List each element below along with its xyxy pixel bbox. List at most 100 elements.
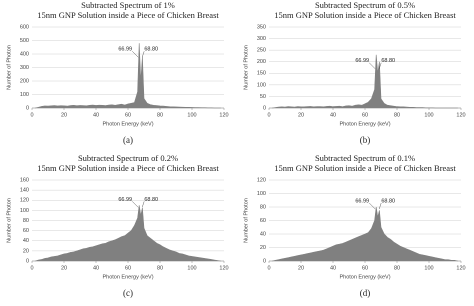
y-tick-label: 100: [257, 82, 266, 88]
annotation-line: [369, 62, 376, 69]
annotation: 68.80: [144, 47, 158, 53]
x-tick-label: 40: [93, 112, 99, 118]
x-tick-label: 120: [456, 112, 465, 118]
annotation: 68.80: [381, 198, 395, 204]
chart-subtitle: 15nm GNP Solution inside a Piece of Chic…: [37, 163, 219, 173]
chart-title: Subtracted Spectrum of 1%: [81, 0, 175, 10]
y-tick-label: 20: [23, 248, 29, 254]
y-tick-label: 300: [257, 36, 266, 42]
x-tick-label: 120: [219, 265, 228, 271]
y-tick-label: 200: [20, 78, 29, 84]
x-tick-label: 20: [298, 112, 304, 118]
x-tick-label: 80: [157, 112, 163, 118]
y-tick-label: 350: [257, 24, 266, 30]
y-tick-label: 0: [263, 258, 266, 264]
y-tick-label: 500: [20, 38, 29, 44]
caption: (a): [123, 135, 133, 145]
y-tick-label: 400: [20, 51, 29, 57]
spectrum: [35, 205, 221, 262]
y-tick-label: 80: [260, 204, 266, 210]
x-tick-label: 60: [362, 112, 368, 118]
y-tick-label: 100: [257, 191, 266, 197]
x-tick-label: 40: [93, 265, 99, 271]
annotation-line: [142, 201, 145, 208]
y-tick-label: 150: [257, 71, 266, 77]
y-tick-label: 80: [23, 218, 29, 224]
annotation: 68.80: [144, 197, 158, 203]
y-tick-label: 100: [20, 92, 29, 98]
y-tick-label: 20: [260, 245, 266, 251]
chart-subtitle: 15nm GNP Solution inside a Piece of Chic…: [274, 163, 456, 173]
chart-subtitle: 15nm GNP Solution inside a Piece of Chic…: [274, 10, 456, 20]
y-tick-label: 160: [20, 177, 29, 183]
x-tick-label: 40: [330, 112, 336, 118]
y-tick-label: 0: [26, 258, 29, 264]
y-tick-label: 60: [260, 218, 266, 224]
annotation: 66.99: [355, 58, 369, 64]
caption: (b): [360, 135, 371, 145]
y-tick-label: 50: [260, 94, 266, 100]
x-tick-label: 80: [394, 112, 400, 118]
y-tick-label: 40: [23, 238, 29, 244]
x-tick-label: 80: [157, 265, 163, 271]
x-tick-label: 120: [219, 112, 228, 118]
x-tick-label: 40: [330, 265, 336, 271]
y-axis-label: Number of Photon: [6, 198, 12, 243]
x-tick-label: 20: [61, 265, 67, 271]
annotation: 66.99: [118, 47, 132, 53]
x-tick-label: 80: [394, 265, 400, 271]
annotation-line: [379, 62, 382, 69]
x-axis-label: Photon Energy (keV): [339, 274, 390, 280]
annotation: 66.99: [355, 198, 369, 204]
spectrum: [272, 54, 458, 109]
chart-title: Subtracted Spectrum of 0.5%: [315, 0, 415, 10]
y-tick-label: 200: [257, 59, 266, 65]
y-tick-label: 120: [257, 177, 266, 183]
spectrum: [272, 206, 458, 262]
chart-subtitle: 15nm GNP Solution inside a Piece of Chic…: [37, 10, 219, 20]
caption: (d): [360, 288, 371, 298]
y-tick-label: 60: [23, 228, 29, 234]
y-tick-label: 600: [20, 24, 29, 30]
annotation-line: [369, 202, 376, 210]
x-tick-label: 100: [187, 265, 196, 271]
annotation: 68.80: [381, 58, 395, 64]
x-tick-label: 20: [298, 265, 304, 271]
x-tick-label: 0: [30, 112, 33, 118]
annotation: 66.99: [118, 197, 132, 203]
y-tick-label: 140: [20, 188, 29, 194]
y-tick-label: 250: [257, 48, 266, 54]
spectrum: [35, 43, 221, 109]
x-tick-label: 20: [61, 112, 67, 118]
x-tick-label: 100: [424, 112, 433, 118]
y-tick-label: 120: [20, 198, 29, 204]
caption: (c): [123, 288, 133, 298]
x-tick-label: 0: [267, 112, 270, 118]
x-tick-label: 100: [424, 265, 433, 271]
x-axis-label: Photon Energy (keV): [102, 274, 153, 280]
x-tick-label: 60: [362, 265, 368, 271]
y-tick-label: 40: [260, 231, 266, 237]
y-tick-label: 300: [20, 65, 29, 71]
x-axis-label: Photon Energy (keV): [339, 121, 390, 127]
y-axis-label: Number of Photon: [6, 45, 12, 90]
annotation-line: [379, 202, 382, 210]
chart-title: Subtracted Spectrum of 0.1%: [315, 153, 415, 163]
y-tick-label: 100: [20, 208, 29, 214]
annotation-line: [132, 201, 139, 208]
x-tick-label: 0: [267, 265, 270, 271]
y-axis-label: Number of Photon: [243, 45, 249, 90]
y-tick-label: 0: [263, 105, 266, 111]
annotation-line: [132, 51, 139, 58]
y-tick-label: 0: [26, 105, 29, 111]
x-axis-label: Photon Energy (keV): [102, 121, 153, 127]
x-tick-label: 60: [125, 112, 131, 118]
y-axis-label: Number of Photon: [243, 198, 249, 243]
chart-title: Subtracted Spectrum of 0.2%: [78, 153, 178, 163]
annotation-line: [142, 51, 145, 58]
x-tick-label: 0: [30, 265, 33, 271]
x-tick-label: 100: [187, 112, 196, 118]
x-tick-label: 60: [125, 265, 131, 271]
x-tick-label: 120: [456, 265, 465, 271]
